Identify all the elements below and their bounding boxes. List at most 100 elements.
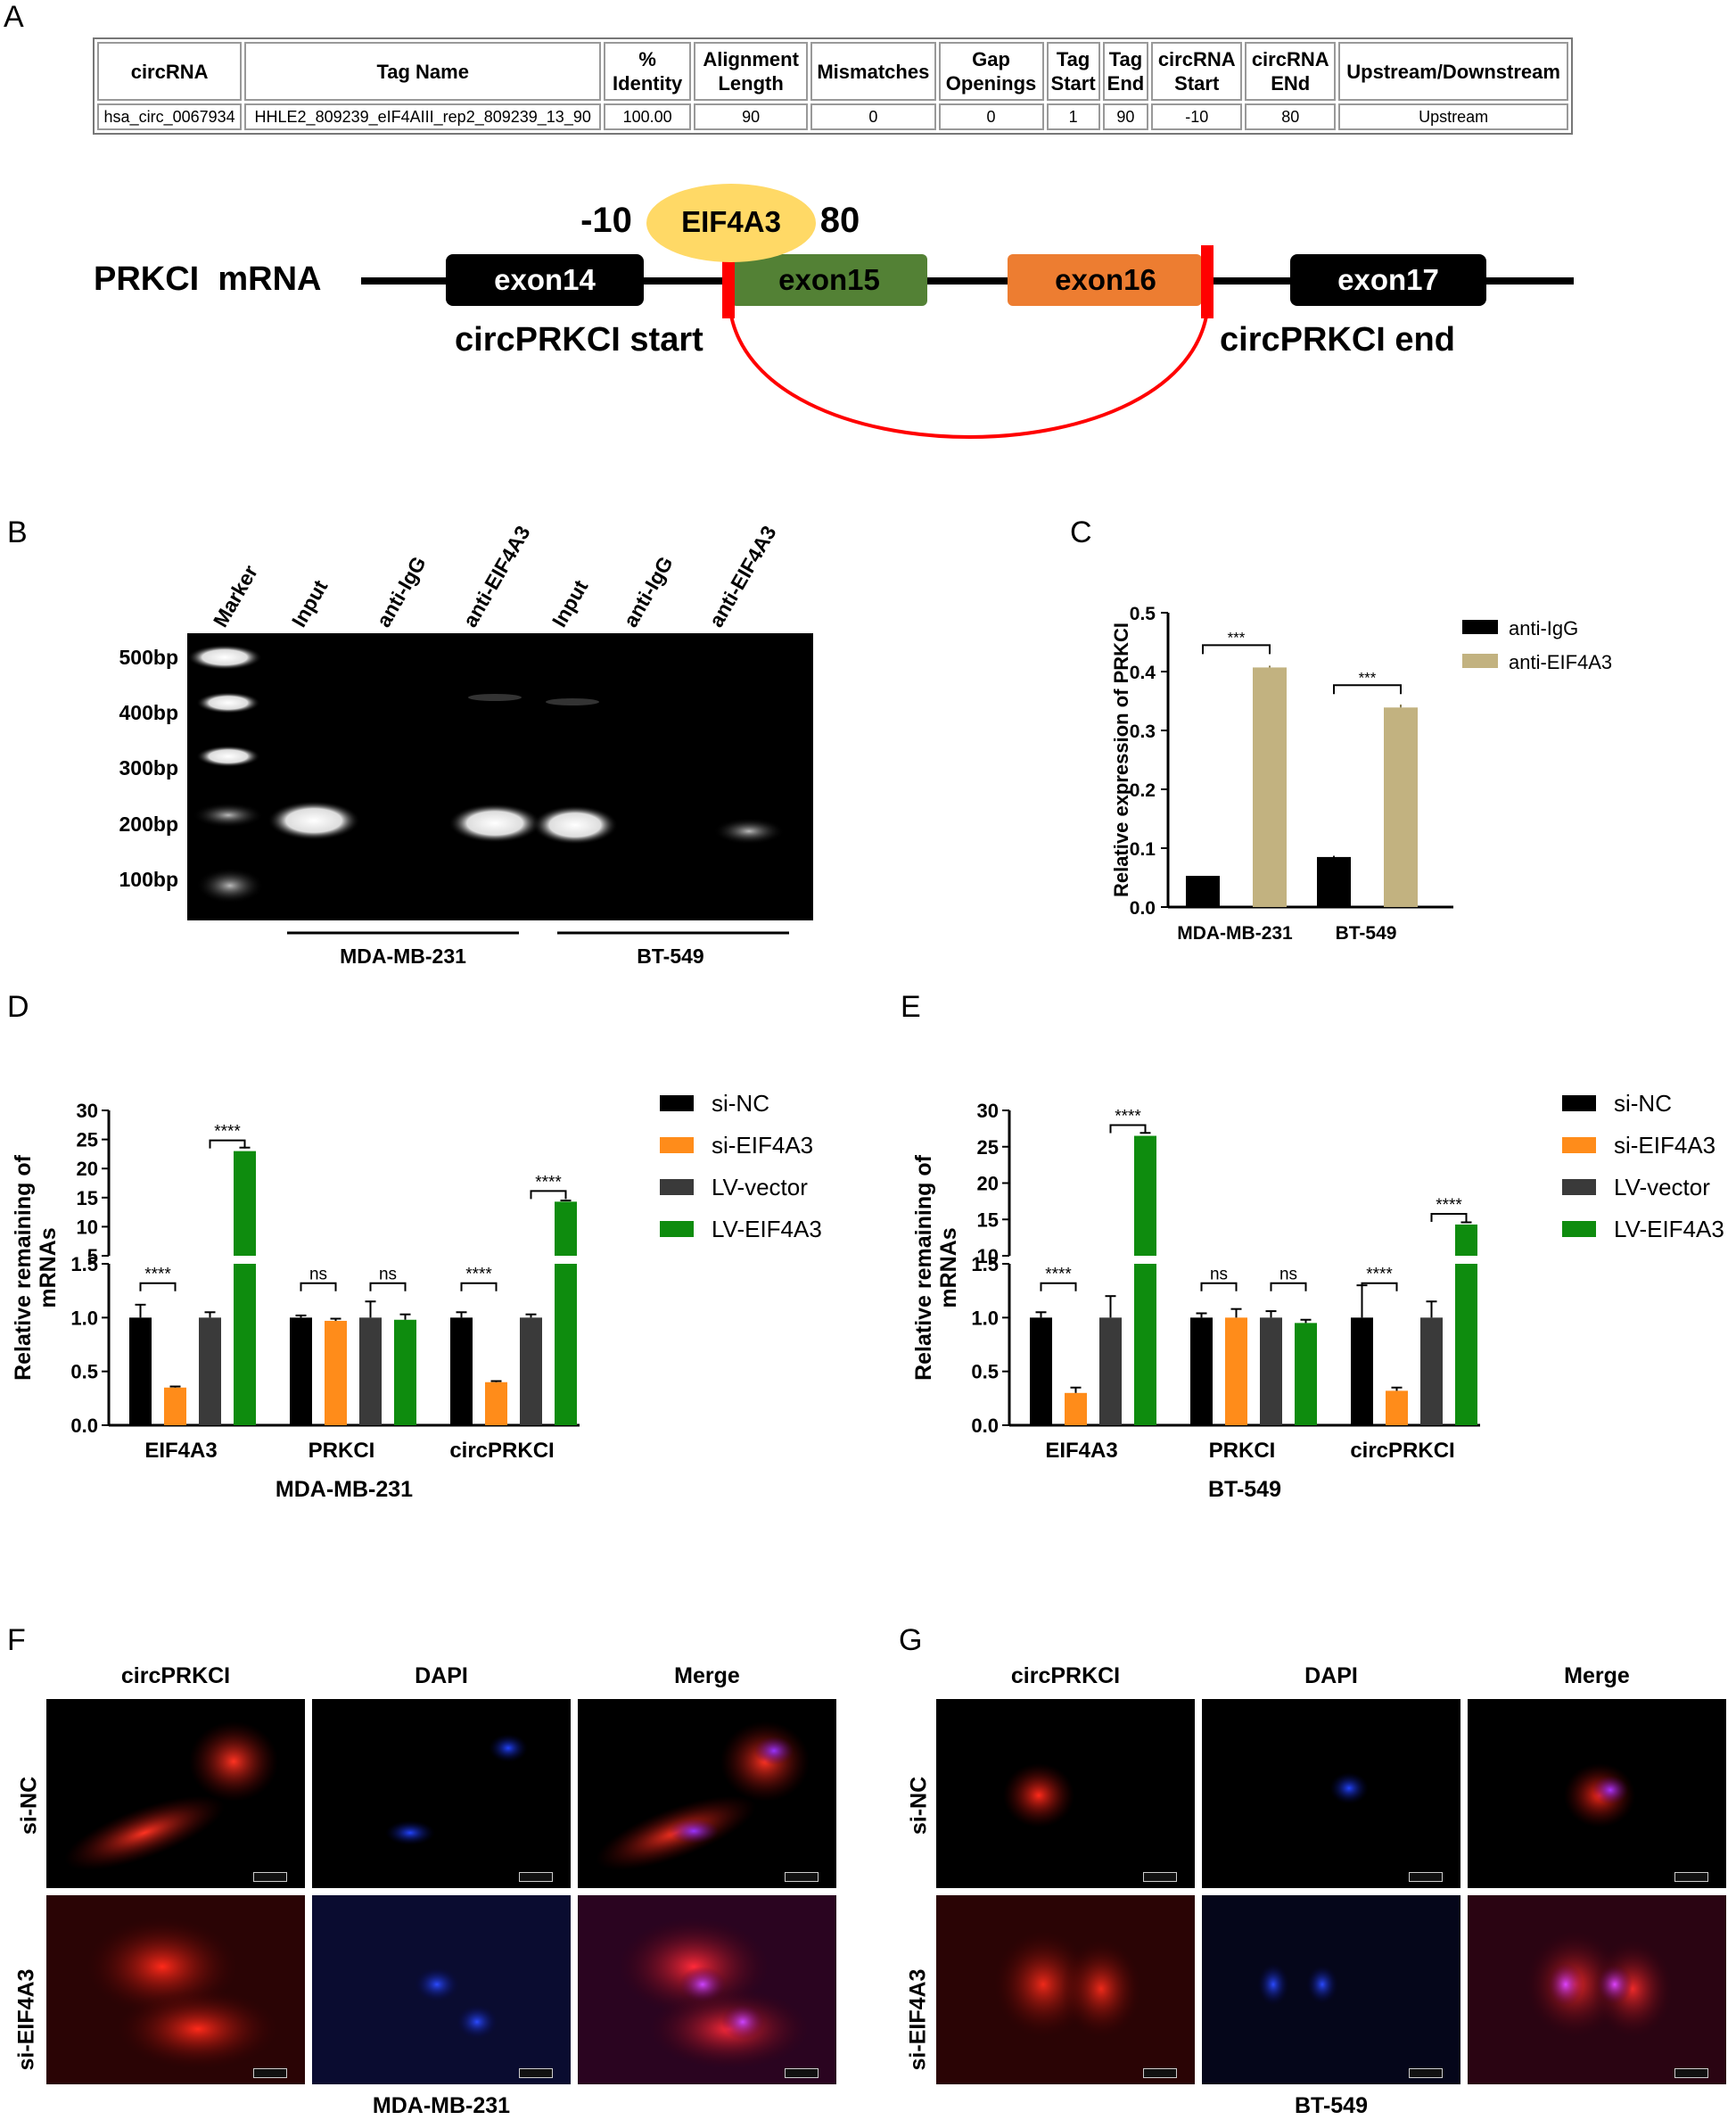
x-tick-label: circPRKCI bbox=[1350, 1439, 1454, 1463]
table-row: hsa_circ_0067934 HHLE2_809239_eIF4AIII_r… bbox=[97, 103, 1568, 130]
faint-band bbox=[546, 698, 599, 705]
table-cell: 0 bbox=[810, 103, 936, 130]
x-tick-label: PRKCI bbox=[1209, 1439, 1276, 1463]
table-header: Tag Name bbox=[244, 42, 602, 101]
significance-label: **** bbox=[1436, 1196, 1462, 1215]
y-tick-label: 0.1 bbox=[1130, 839, 1156, 860]
fish-image-merge-sieif4a3 bbox=[1468, 1895, 1726, 2084]
significance-bracket bbox=[1040, 1282, 1077, 1291]
x-tick-label: PRKCI bbox=[309, 1439, 375, 1463]
bar bbox=[1190, 1317, 1213, 1425]
bar bbox=[1295, 1323, 1317, 1425]
y-tick-label: 15 bbox=[977, 1208, 999, 1231]
bar-lower bbox=[1455, 1264, 1477, 1425]
fish-column-label: Merge bbox=[674, 1663, 740, 1688]
eif4a3-binding-ellipse bbox=[646, 184, 816, 262]
legend-swatch bbox=[1562, 1221, 1596, 1237]
gel-lane-label: anti-EIF4A3 bbox=[458, 522, 535, 631]
y-tick-label: 0.0 bbox=[971, 1415, 999, 1437]
significance-label: ns bbox=[309, 1266, 327, 1284]
gel-group-label: MDA-MB-231 bbox=[340, 945, 466, 968]
fish-image-dapi-sinc bbox=[312, 1699, 571, 1888]
table-cell: 90 bbox=[694, 103, 809, 130]
table-cell: hsa_circ_0067934 bbox=[97, 103, 243, 130]
y-tick-label: 1.0 bbox=[971, 1307, 999, 1329]
table-cell: 0 bbox=[938, 103, 1044, 130]
x-axis-label: MDA-MB-231 bbox=[276, 1477, 413, 1502]
table-header: circRNA Start bbox=[1151, 42, 1243, 101]
panel-label-f: F bbox=[7, 1623, 26, 1657]
table-header: circRNA ENd bbox=[1245, 42, 1337, 101]
significance-bracket bbox=[1333, 684, 1402, 695]
bar bbox=[1065, 1392, 1087, 1425]
bar bbox=[359, 1317, 382, 1425]
ladder-size-label: 500bp bbox=[119, 646, 178, 669]
gel-image bbox=[187, 633, 813, 920]
legend-swatch bbox=[1462, 620, 1498, 634]
exon14-label: exon14 bbox=[494, 263, 596, 296]
significance-bracket bbox=[1430, 1212, 1468, 1222]
x-tick-label: EIF4A3 bbox=[144, 1439, 217, 1463]
y-tick-label: 1.5 bbox=[971, 1253, 999, 1275]
bar bbox=[1386, 1390, 1408, 1425]
fish-image-dapi-sinc bbox=[1202, 1699, 1460, 1888]
significance-bracket bbox=[139, 1282, 177, 1291]
fish-row-label: si-EIF4A3 bbox=[13, 1968, 39, 2071]
gel-lane-label: Input bbox=[287, 576, 333, 631]
ladder-size-label: 200bp bbox=[119, 813, 178, 836]
legend-label: si-NC bbox=[712, 1090, 769, 1117]
bind-end-label: 80 bbox=[820, 201, 860, 240]
legend-swatch bbox=[660, 1179, 694, 1195]
y-tick-label: 20 bbox=[977, 1173, 999, 1195]
fish-column-label: DAPI bbox=[415, 1663, 468, 1688]
legend-label: si-NC bbox=[1614, 1090, 1672, 1117]
bar-lower bbox=[555, 1264, 577, 1425]
table-header: Alignment Length bbox=[694, 42, 809, 101]
fish-column-label: circPRKCI bbox=[120, 1663, 231, 1688]
x-axis-label: BT-549 bbox=[1208, 1477, 1281, 1502]
bar bbox=[1317, 856, 1351, 907]
fish-column-label: Merge bbox=[1564, 1663, 1630, 1688]
fish-image-circprkci-sinc bbox=[46, 1699, 305, 1888]
y-axis-label: Relative expression of PRKCI bbox=[1110, 623, 1132, 897]
legend-swatch bbox=[1562, 1095, 1596, 1111]
y-axis-label-line1: Relative remaining of bbox=[911, 1154, 936, 1381]
table-cell: -10 bbox=[1151, 103, 1243, 130]
bar bbox=[485, 1382, 507, 1425]
bar bbox=[1099, 1317, 1122, 1425]
significance-bracket bbox=[530, 1190, 567, 1200]
significance-bracket bbox=[1270, 1282, 1307, 1291]
y-tick-label: 0.0 bbox=[1130, 898, 1156, 919]
x-tick-label: MDA-MB-231 bbox=[1177, 923, 1293, 944]
exon16-box bbox=[1008, 254, 1202, 306]
ladder-band bbox=[196, 692, 260, 714]
fish-image-circprkci-sieif4a3 bbox=[46, 1895, 305, 2084]
fish-image-merge-sinc bbox=[578, 1699, 836, 1888]
bar bbox=[164, 1387, 186, 1425]
bar bbox=[1420, 1317, 1443, 1425]
y-tick-label: 1.5 bbox=[70, 1253, 98, 1275]
bar bbox=[520, 1317, 542, 1425]
x-tick-label: BT-549 bbox=[1336, 923, 1397, 944]
circ-start-label: circPRKCI start bbox=[455, 321, 703, 359]
fish-row-label: si-NC bbox=[16, 1776, 42, 1835]
significance-label: **** bbox=[1366, 1266, 1393, 1284]
bar-lower bbox=[234, 1264, 256, 1425]
bar-lower bbox=[1134, 1264, 1156, 1425]
legend-swatch bbox=[660, 1095, 694, 1111]
blast-result-table: circRNA Tag Name % Identity Alignment Le… bbox=[93, 37, 1573, 135]
significance-label: ns bbox=[1210, 1266, 1228, 1284]
fish-column-label: circPRKCI bbox=[1010, 1663, 1121, 1688]
significance-label: *** bbox=[1228, 629, 1246, 646]
circrna-schematic: EIF4A3 -10 80 PRKCI mRNA exon14 exon15 e… bbox=[94, 184, 1574, 439]
pcr-band bbox=[713, 818, 785, 845]
fish-image-circprkci-sieif4a3 bbox=[936, 1895, 1195, 2084]
bar-upper bbox=[234, 1151, 256, 1256]
y-tick-label: 10 bbox=[77, 1216, 98, 1238]
legend-label: anti-IgG bbox=[1509, 617, 1578, 639]
bar-upper bbox=[1455, 1224, 1477, 1256]
chart-e: 0.0 0.5 1.0 1.510 15 20 25 30 Relative remaining… bbox=[911, 1090, 1724, 1502]
gel-group-label: BT-549 bbox=[637, 945, 703, 968]
y-tick-label: 25 bbox=[77, 1129, 98, 1151]
y-tick-label: 0.0 bbox=[70, 1415, 98, 1437]
